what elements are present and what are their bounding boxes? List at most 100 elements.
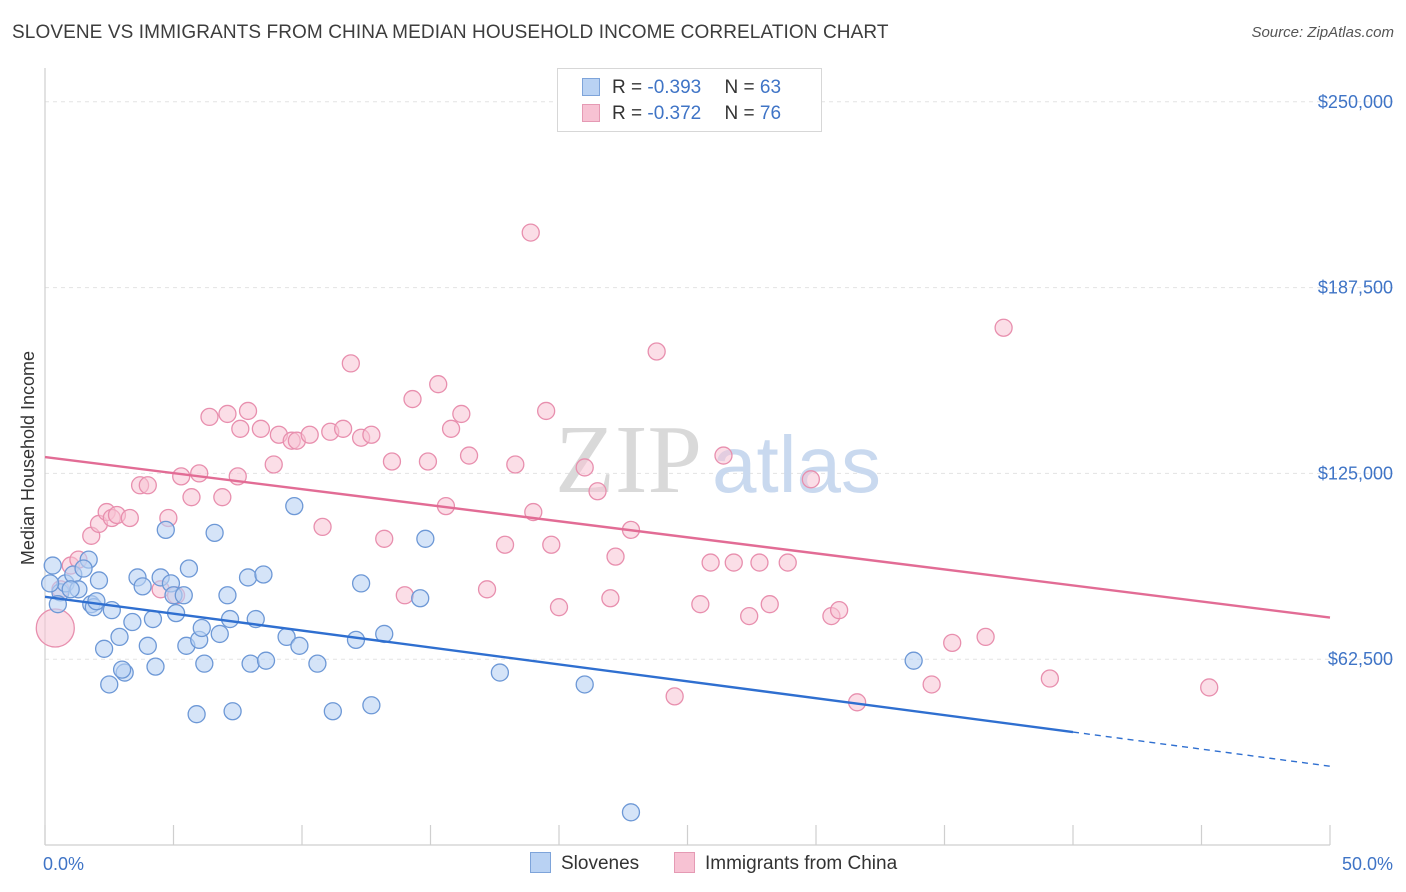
china-point xyxy=(264,455,283,474)
china-point xyxy=(542,535,561,554)
china-point xyxy=(537,401,556,421)
china-point xyxy=(701,553,720,572)
slovene-point xyxy=(156,520,175,540)
china-point xyxy=(976,627,995,647)
slovene-point xyxy=(621,803,641,822)
china-point xyxy=(994,318,1013,337)
china-point xyxy=(375,529,394,548)
slovene-point xyxy=(223,702,242,721)
china-point xyxy=(395,586,414,605)
china-point xyxy=(506,455,525,474)
slovene-trend-line xyxy=(44,595,1074,734)
slovene-point xyxy=(100,675,119,694)
chart-title: SLOVENE VS IMMIGRANTS FROM CHINA MEDIAN … xyxy=(12,22,889,43)
slovene-point xyxy=(179,559,199,578)
x-tick-labels: 0.0% 50.0% xyxy=(43,854,1393,874)
slovene-point xyxy=(61,580,80,599)
slovene-point xyxy=(241,654,260,673)
y-axis-label: Median Household Income xyxy=(18,351,38,565)
slovene-point xyxy=(256,651,276,670)
slovene-point xyxy=(290,636,309,655)
china-point xyxy=(588,482,607,501)
china-point xyxy=(418,452,438,471)
china-point xyxy=(1200,678,1219,697)
slovene-point xyxy=(308,654,327,673)
china-point xyxy=(35,608,75,648)
china-point xyxy=(943,633,962,652)
slovene-point xyxy=(89,571,109,590)
china-point xyxy=(403,389,422,409)
china-point xyxy=(922,675,941,694)
china-point xyxy=(452,404,471,424)
x-tick-label-left: 0.0% xyxy=(43,854,84,874)
correlation-legend: R = -0.393 N = 63 R = -0.372 N = 76 xyxy=(557,68,822,132)
slovene-point xyxy=(43,556,62,575)
china-point xyxy=(182,488,201,507)
legend-n-value: 63 xyxy=(759,77,782,98)
watermark-zip: ZIP xyxy=(555,406,702,514)
china-point xyxy=(477,580,497,599)
legend-swatch-blue xyxy=(582,78,600,96)
china-point xyxy=(190,464,209,483)
china-point xyxy=(724,553,743,572)
slovene-point xyxy=(323,702,342,721)
series-slovenes xyxy=(40,496,923,822)
china-point xyxy=(549,598,569,617)
slovene-point xyxy=(87,592,106,611)
slovene-point xyxy=(40,574,60,593)
slovene-point xyxy=(220,609,240,629)
axes xyxy=(44,68,1331,846)
slovene-point xyxy=(112,660,132,679)
china-point xyxy=(647,342,666,361)
slovene-point xyxy=(218,586,237,605)
china-point xyxy=(691,595,710,614)
legend-slovenes[interactable]: Slovenes xyxy=(530,852,639,875)
slovene-point xyxy=(174,586,193,605)
china-point xyxy=(218,404,237,424)
slovene-point xyxy=(143,609,163,629)
slovene-point xyxy=(210,624,229,644)
china-point xyxy=(300,425,319,444)
legend-slovenes-swatch xyxy=(530,852,551,873)
y-tick-label: $250,000 xyxy=(1318,92,1393,112)
legend-row-china: R = -0.372 N = 76 xyxy=(582,103,781,129)
legend-n-label: N = xyxy=(724,103,760,124)
china-point xyxy=(429,375,448,394)
china-point xyxy=(801,470,821,489)
china-point xyxy=(524,502,543,522)
legend-n-label: N = xyxy=(724,77,760,98)
china-point xyxy=(495,535,515,554)
slovene-point xyxy=(575,675,594,694)
slovene-point xyxy=(146,657,165,676)
china-point xyxy=(172,467,191,486)
legend-slovenes-label: Slovenes xyxy=(561,853,640,874)
slovene-point xyxy=(205,523,224,542)
legend-row-slovenes: R = -0.393 N = 63 xyxy=(582,77,781,103)
y-tick-labels: $250,000 $187,500 $125,000 $62,500 xyxy=(1318,92,1393,669)
legend-china[interactable]: Immigrants from China xyxy=(674,852,897,875)
slovene-point xyxy=(94,639,114,658)
legend-swatch-pink xyxy=(582,104,600,122)
china-point xyxy=(760,595,779,614)
legend-china-label: Immigrants from China xyxy=(705,853,898,874)
slovene-point xyxy=(346,630,366,650)
slovene-point xyxy=(285,496,304,516)
china-point xyxy=(521,223,540,242)
slovene-point xyxy=(192,618,211,638)
legend-r-value: -0.393 xyxy=(647,77,702,98)
china-point xyxy=(575,458,594,477)
watermark-atlas: atlas xyxy=(712,420,881,509)
slovene-point xyxy=(74,559,93,578)
china-point xyxy=(750,553,769,572)
slovene-point xyxy=(123,612,142,632)
slovene-point xyxy=(411,589,430,608)
x-tick-label-right: 50.0% xyxy=(1342,854,1393,874)
china-point xyxy=(213,488,232,507)
slovene-trend-extension xyxy=(1072,731,1331,767)
china-point xyxy=(829,600,849,620)
slovene-point xyxy=(904,651,923,670)
legend-china-swatch xyxy=(674,852,695,873)
china-trend-line xyxy=(44,455,1331,619)
slovene-point xyxy=(351,574,371,593)
